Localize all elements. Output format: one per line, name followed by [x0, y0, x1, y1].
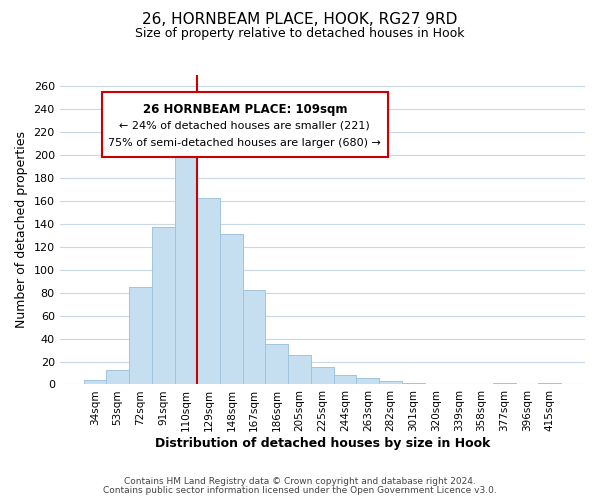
Text: Contains HM Land Registry data © Crown copyright and database right 2024.: Contains HM Land Registry data © Crown c…	[124, 478, 476, 486]
Text: 26, HORNBEAM PLACE, HOOK, RG27 9RD: 26, HORNBEAM PLACE, HOOK, RG27 9RD	[142, 12, 458, 28]
Bar	[288, 354, 311, 384]
Text: ← 24% of detached houses are smaller (221): ← 24% of detached houses are smaller (22…	[119, 120, 370, 130]
Text: Size of property relative to detached houses in Hook: Size of property relative to detached ho…	[135, 28, 465, 40]
Text: 26 HORNBEAM PLACE: 109sqm: 26 HORNBEAM PLACE: 109sqm	[143, 103, 347, 116]
Bar	[220, 234, 243, 384]
Bar	[197, 198, 220, 384]
Text: 75% of semi-detached houses are larger (680) →: 75% of semi-detached houses are larger (…	[109, 138, 381, 148]
Y-axis label: Number of detached properties: Number of detached properties	[15, 131, 28, 328]
Bar	[175, 145, 197, 384]
Text: Contains public sector information licensed under the Open Government Licence v3: Contains public sector information licen…	[103, 486, 497, 495]
Bar	[83, 380, 106, 384]
FancyBboxPatch shape	[101, 92, 388, 157]
Bar	[356, 378, 379, 384]
Bar	[243, 290, 265, 384]
Bar	[129, 287, 152, 384]
Bar	[379, 381, 402, 384]
Bar	[265, 344, 288, 385]
Bar	[334, 376, 356, 384]
Bar	[152, 228, 175, 384]
Bar	[311, 368, 334, 384]
Bar	[106, 370, 129, 384]
X-axis label: Distribution of detached houses by size in Hook: Distribution of detached houses by size …	[155, 437, 490, 450]
